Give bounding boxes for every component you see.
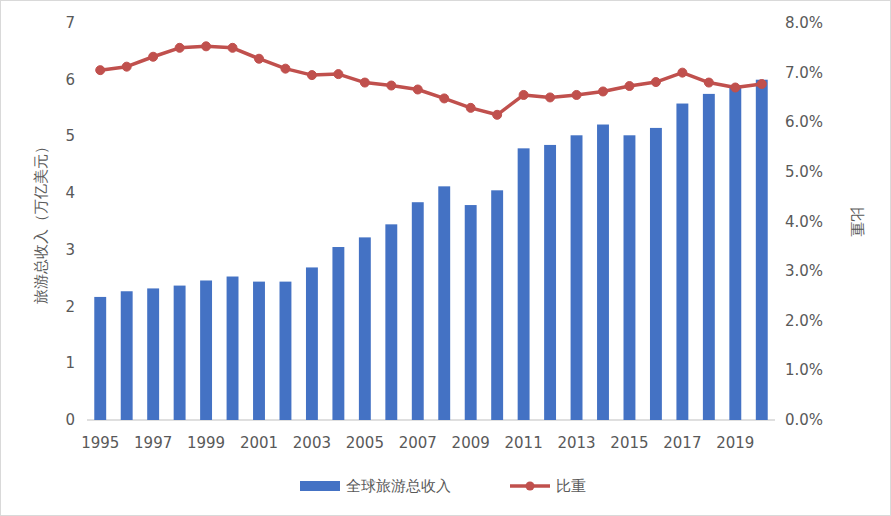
x-tick-label: 2007 (399, 434, 437, 452)
chart: 0 1 2 3 4 5 6 7 0.0% 1.0% 2.0% 3.0% 4.0% 5.0% 6.0% 7.0%… (0, 0, 891, 516)
y2-tick-label: 8.0% (785, 14, 823, 32)
y-tick-label: 1 (65, 354, 75, 372)
bar (729, 85, 741, 420)
marker (757, 80, 766, 89)
legend-label: 比重 (556, 477, 586, 495)
y-tick-label: 0 (65, 411, 75, 429)
bar (756, 80, 768, 420)
x-tick-label: 2013 (557, 434, 595, 452)
y-tick-label: 5 (65, 127, 75, 145)
x-tick-label: 2005 (346, 434, 384, 452)
bar (385, 224, 397, 420)
marker (704, 78, 713, 87)
x-tick-label: 2015 (610, 434, 648, 452)
marker (651, 78, 660, 87)
marker (572, 90, 581, 99)
y2-tick-label: 1.0% (785, 361, 823, 379)
bar (200, 280, 212, 420)
bar (227, 277, 239, 420)
marker (546, 93, 555, 102)
line (100, 46, 762, 114)
marker (413, 85, 422, 94)
x-tick-label: 1999 (187, 434, 225, 452)
bar (624, 135, 636, 420)
x-tick-label: 1995 (81, 434, 119, 452)
bar (571, 135, 583, 420)
bar (94, 297, 106, 420)
marker (731, 83, 740, 92)
marker (360, 78, 369, 87)
legend-marker (526, 482, 535, 491)
marker (149, 52, 158, 61)
marker (493, 110, 502, 119)
bar (491, 190, 503, 420)
marker (96, 66, 105, 75)
bar (650, 128, 662, 420)
legend-label: 全球旅游总收入 (346, 477, 451, 495)
bar (306, 267, 318, 420)
x-tick-label: 2011 (505, 434, 543, 452)
y-tick-label: 2 (65, 298, 75, 316)
background (1, 1, 891, 516)
bar (253, 282, 265, 420)
marker (678, 68, 687, 77)
bar (465, 205, 477, 420)
bar (121, 291, 133, 420)
marker (228, 43, 237, 52)
bar (438, 186, 450, 420)
bar (147, 288, 159, 420)
y2-tick-label: 4.0% (785, 213, 823, 231)
y2-tick-label: 6.0% (785, 113, 823, 131)
bar (676, 104, 688, 420)
bar (280, 282, 292, 420)
marker (599, 87, 608, 96)
bar (359, 237, 371, 420)
y2-axis-title: 比重 (848, 207, 866, 237)
marker (122, 62, 131, 71)
marker (202, 42, 211, 51)
y-tick-label: 6 (65, 71, 75, 89)
x-tick-label: 2019 (716, 434, 754, 452)
y-axis-title: 旅游总收入（万亿美元） (32, 139, 50, 304)
marker (307, 71, 316, 80)
x-tick-label: 1997 (134, 434, 172, 452)
bar (174, 286, 186, 420)
y2-tick-label: 7.0% (785, 64, 823, 82)
marker (440, 94, 449, 103)
marker (334, 70, 343, 79)
bar (332, 247, 344, 420)
bar (544, 145, 556, 420)
marker (175, 43, 184, 52)
marker (625, 82, 634, 91)
marker (466, 103, 475, 112)
marker (255, 54, 264, 63)
x-tick-label: 2001 (240, 434, 278, 452)
bar (518, 148, 530, 420)
legend-swatch (300, 481, 340, 491)
x-tick-label: 2017 (663, 434, 701, 452)
y2-tick-label: 0.0% (785, 411, 823, 429)
marker (387, 81, 396, 90)
bar (703, 94, 715, 420)
marker (281, 64, 290, 73)
x-axis-line (87, 420, 775, 421)
marker (519, 90, 528, 99)
x-tick-label: 2003 (293, 434, 331, 452)
bar (597, 125, 609, 420)
y2-tick-label: 2.0% (785, 312, 823, 330)
y2-tick-label: 3.0% (785, 262, 823, 280)
x-tick-label: 2009 (452, 434, 490, 452)
y2-tick-label: 5.0% (785, 163, 823, 181)
bar (412, 202, 424, 420)
plot-area (94, 42, 767, 420)
y-tick-label: 7 (65, 14, 75, 32)
y-tick-label: 3 (65, 241, 75, 259)
y-tick-label: 4 (65, 184, 75, 202)
